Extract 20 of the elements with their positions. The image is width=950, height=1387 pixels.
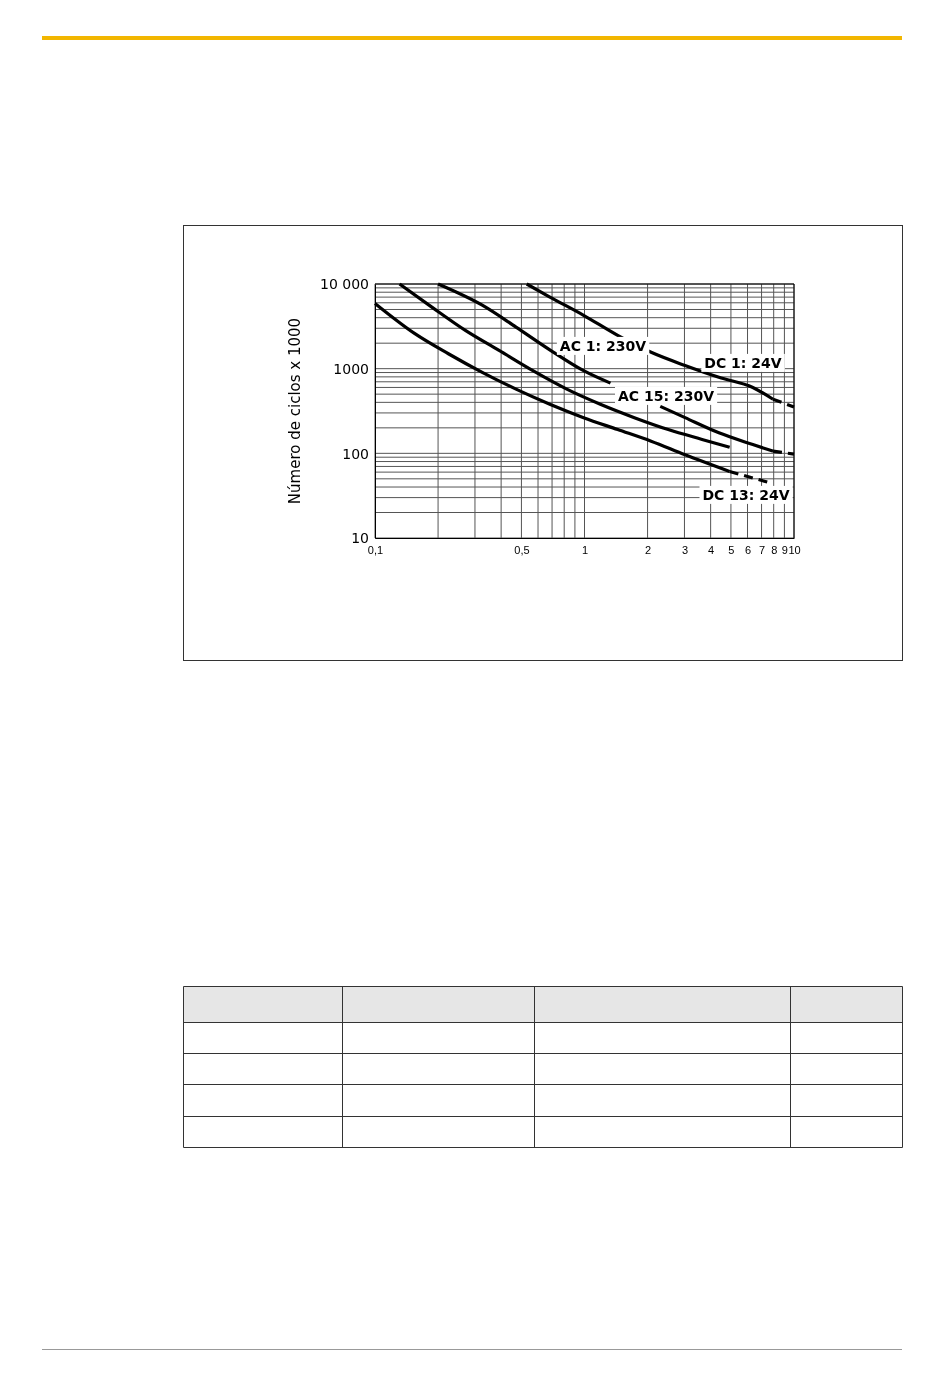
- annotation: AC 15: 230V: [618, 387, 715, 404]
- annotation: DC 13: 24V: [702, 486, 790, 503]
- annotation: DC 1: 24V: [704, 354, 782, 371]
- y-tick-label: 100: [342, 445, 369, 462]
- annotation: AC 1: 230V: [559, 337, 647, 354]
- x-tick-label: 1: [581, 543, 589, 556]
- x-tick-label: 10: [788, 543, 801, 556]
- x-tick-label: 4: [708, 543, 715, 556]
- y-tick-label: 10 000: [320, 276, 369, 293]
- x-tick-label: 6: [744, 543, 752, 556]
- x-tick-label: 5: [728, 543, 735, 556]
- x-tick-label: 2: [645, 543, 652, 556]
- x-tick-label: 0,1: [367, 543, 384, 556]
- x-tick-label: 8: [771, 543, 778, 556]
- x-tick-label: 9: [781, 543, 788, 556]
- y-tick-label: 1000: [333, 361, 369, 378]
- y-axis-title: Número de ciclos x 1000: [286, 317, 304, 505]
- x-tick-label: 3: [681, 543, 689, 556]
- x-tick-label: 7: [758, 543, 766, 556]
- x-tick-label: 0,5: [514, 543, 530, 556]
